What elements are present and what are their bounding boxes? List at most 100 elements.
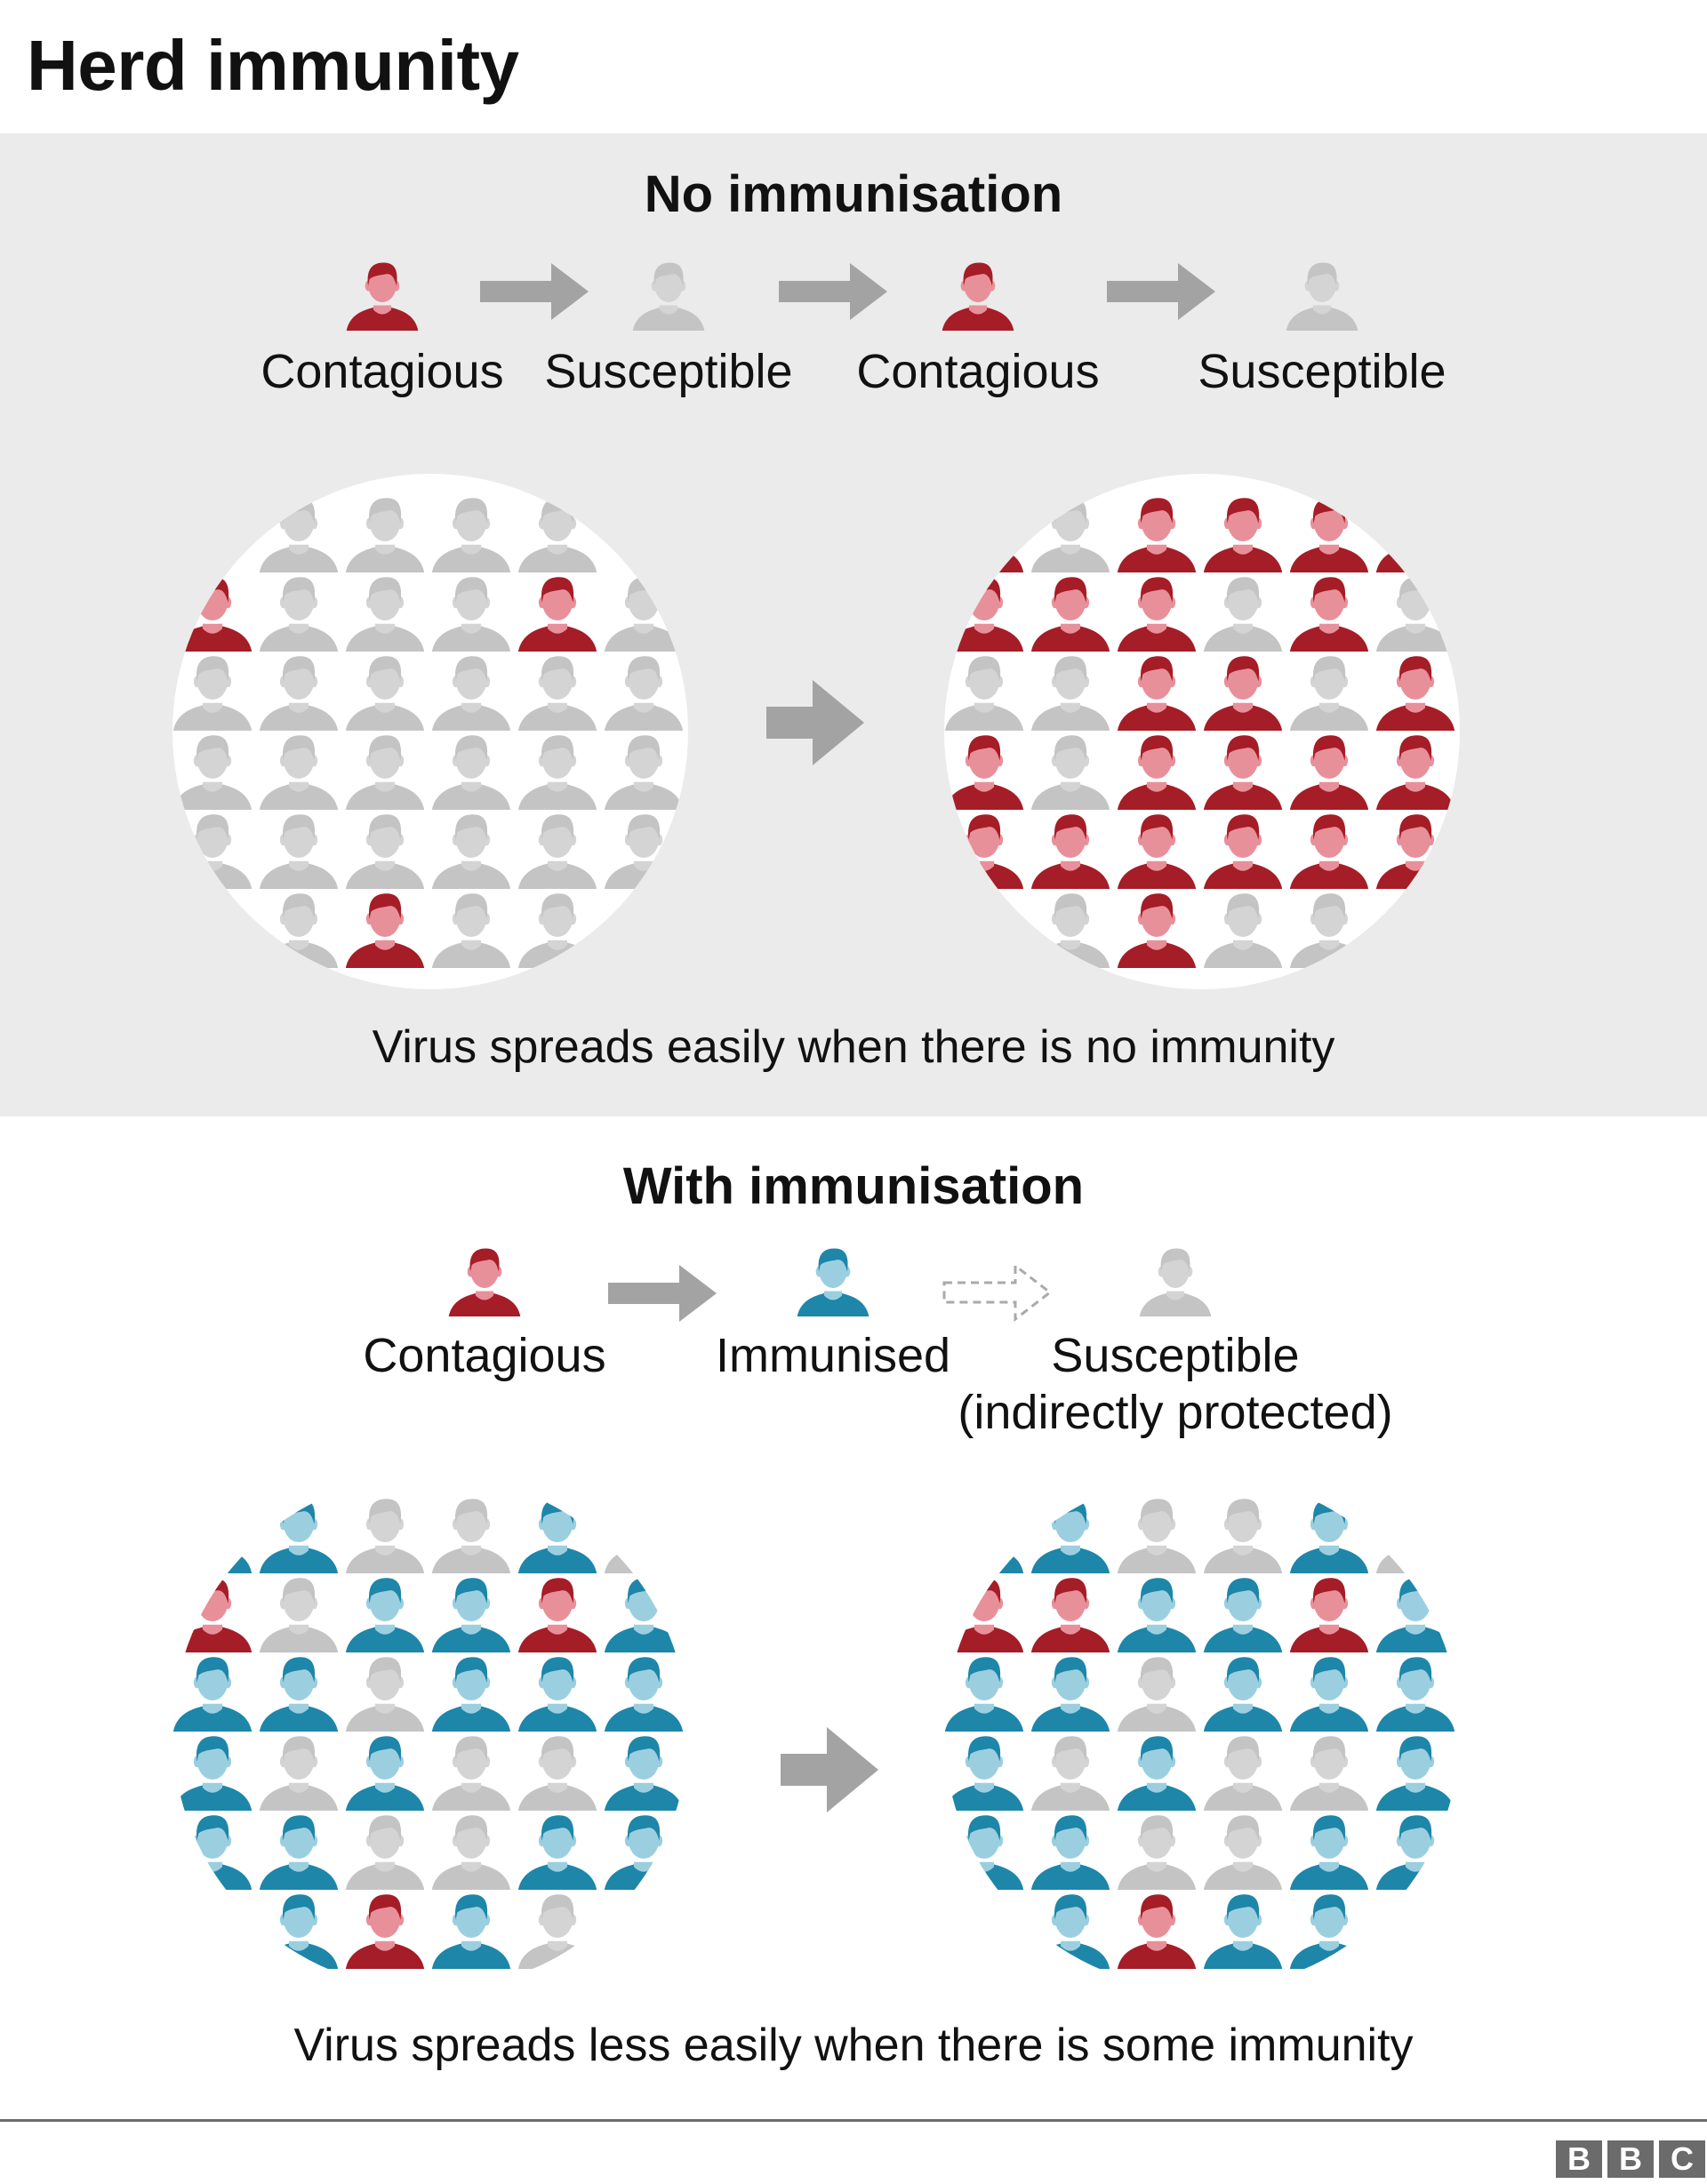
person-susceptible-icon	[517, 1894, 597, 1969]
person-immunised-icon	[1289, 1815, 1369, 1890]
bbc-logo: B B C	[1556, 2140, 1705, 2178]
person-susceptible-icon	[1286, 262, 1358, 331]
person-susceptible-icon	[431, 498, 511, 572]
bbc-logo-letter: B	[1607, 2140, 1654, 2178]
person-contagious-icon	[345, 1894, 425, 1969]
person-immunised-icon	[345, 1736, 425, 1811]
person-susceptible-icon	[345, 1815, 425, 1890]
person-contagious-icon	[944, 498, 1024, 572]
person-immunised-icon	[604, 1736, 684, 1811]
person-immunised-icon	[1203, 1657, 1283, 1732]
person-immunised-icon	[1203, 1894, 1283, 1969]
person-susceptible-icon	[431, 1736, 511, 1811]
person-susceptible-icon	[1203, 1815, 1283, 1890]
person-susceptible-icon	[345, 498, 425, 572]
person-immunised-icon	[604, 1815, 684, 1890]
person-susceptible-icon	[944, 656, 1024, 731]
person-contagious-icon	[1203, 498, 1283, 572]
person-immunised-icon	[944, 1894, 1024, 1969]
person-susceptible-icon	[1375, 1894, 1455, 1969]
person-susceptible-icon	[172, 735, 252, 810]
person-immunised-icon	[1030, 1657, 1110, 1732]
person-susceptible-icon	[259, 735, 339, 810]
legend-label: Immunised	[715, 1329, 951, 1382]
person-immunised-icon	[259, 1657, 339, 1732]
person-contagious-icon	[944, 735, 1024, 810]
person-susceptible-icon	[517, 498, 597, 572]
person-contagious-icon	[448, 1248, 521, 1316]
person-susceptible-icon	[1203, 893, 1283, 968]
person-immunised-icon	[172, 1815, 252, 1890]
person-immunised-icon	[431, 1894, 511, 1969]
person-immunised-icon	[431, 1578, 511, 1652]
no-immunisation-heading: No immunisation	[644, 165, 1063, 223]
transmission-arrow-icon	[779, 263, 887, 324]
person-susceptible-icon	[345, 577, 425, 652]
person-immunised-icon	[1375, 1815, 1455, 1890]
person-susceptible-icon	[604, 656, 684, 731]
person-susceptible-icon	[345, 1657, 425, 1732]
bbc-logo-letter: C	[1659, 2140, 1705, 2178]
person-immunised-icon	[1375, 1578, 1455, 1652]
person-immunised-icon	[1375, 1736, 1455, 1811]
legend-label: Susceptible	[1051, 1329, 1300, 1382]
person-susceptible-icon	[1289, 656, 1369, 731]
person-contagious-icon	[517, 1578, 597, 1652]
person-immunised-icon	[172, 1736, 252, 1811]
person-immunised-icon	[944, 1499, 1024, 1573]
spread-arrow-icon	[781, 1727, 878, 1817]
legend-label: Contagious	[856, 345, 1100, 398]
person-susceptible-icon	[604, 1894, 684, 1969]
person-immunised-icon	[172, 1894, 252, 1969]
person-contagious-icon	[1030, 814, 1110, 889]
person-susceptible-icon	[1030, 735, 1110, 810]
person-contagious-icon	[346, 262, 419, 331]
person-immunised-icon	[259, 1499, 339, 1573]
person-contagious-icon	[1203, 656, 1283, 731]
person-susceptible-icon	[517, 656, 597, 731]
no-immunisation-crowd-before	[172, 473, 689, 990]
person-contagious-icon	[1289, 1578, 1369, 1652]
person-immunised-icon	[172, 1657, 252, 1732]
person-susceptible-icon	[431, 656, 511, 731]
crowd-circle	[172, 474, 688, 989]
person-susceptible-icon	[1375, 1499, 1455, 1573]
person-contagious-icon	[1117, 577, 1197, 652]
person-immunised-icon	[1030, 1815, 1110, 1890]
person-contagious-icon	[172, 1578, 252, 1652]
transmission-arrow-icon	[480, 263, 589, 324]
legend-label: Contagious	[260, 345, 504, 398]
person-immunised-icon	[1289, 1657, 1369, 1732]
transmission-arrow-icon	[608, 1265, 717, 1326]
person-contagious-icon	[1117, 893, 1197, 968]
legend-label: Contagious	[363, 1329, 606, 1382]
person-contagious-icon	[1289, 814, 1369, 889]
person-immunised-icon	[1030, 1499, 1110, 1573]
person-contagious-icon	[1117, 735, 1197, 810]
person-immunised-icon	[797, 1248, 870, 1316]
person-contagious-icon	[1375, 735, 1455, 810]
person-immunised-icon	[604, 1657, 684, 1732]
person-susceptible-icon	[1117, 1815, 1197, 1890]
person-contagious-icon	[1289, 577, 1369, 652]
person-contagious-icon	[1203, 814, 1283, 889]
no-immunisation-caption: Virus spreads easily when there is no im…	[372, 1021, 1335, 1073]
person-susceptible-icon	[431, 735, 511, 810]
person-contagious-icon	[1375, 498, 1455, 572]
person-immunised-icon	[259, 1894, 339, 1969]
person-immunised-icon	[1117, 1736, 1197, 1811]
person-susceptible-icon	[431, 893, 511, 968]
person-susceptible-icon	[1030, 1736, 1110, 1811]
person-immunised-icon	[1117, 1578, 1197, 1652]
person-susceptible-icon	[431, 577, 511, 652]
no-immunisation-crowd-after	[943, 473, 1461, 990]
person-susceptible-icon	[172, 656, 252, 731]
person-contagious-icon	[1117, 656, 1197, 731]
person-contagious-icon	[1117, 498, 1197, 572]
person-immunised-icon	[517, 1657, 597, 1732]
person-susceptible-icon	[517, 735, 597, 810]
person-susceptible-icon	[259, 577, 339, 652]
person-immunised-icon	[1289, 1894, 1369, 1969]
person-susceptible-icon	[345, 735, 425, 810]
person-susceptible-icon	[431, 814, 511, 889]
